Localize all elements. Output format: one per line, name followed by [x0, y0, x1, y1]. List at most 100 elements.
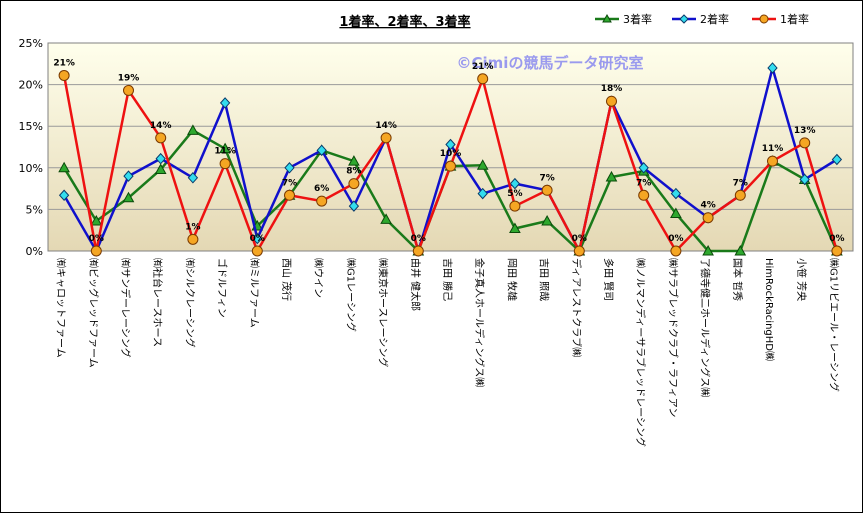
data-label: 7%: [539, 173, 554, 183]
data-point: [509, 222, 521, 234]
data-point: [58, 189, 70, 202]
legend-label: 3着率: [623, 12, 652, 26]
data-point: [734, 189, 746, 201]
watermark: ©Cimiの競馬データ研究室: [457, 54, 644, 72]
legend-marker: [602, 13, 612, 23]
y-tick-label: 5%: [26, 203, 43, 216]
data-point: [799, 173, 810, 186]
data-label: 21%: [53, 58, 75, 68]
data-point: [123, 84, 134, 96]
x-tick-label: 小笹 芳央: [795, 258, 808, 301]
data-label: 13%: [794, 126, 816, 136]
data-point: [154, 163, 167, 174]
x-tick-label: ㈱東京ホースレーシング: [377, 258, 390, 367]
x-tick-label: 多田 賢司: [602, 258, 615, 301]
data-point: [187, 172, 199, 184]
chart-title: 1着率、2着率、3着率: [339, 14, 470, 30]
data-point: [155, 132, 167, 144]
x-axis: ㈲キャロットファーム ㈲ビッグレッドファーム ㈲サンデーレーシング ㈲社台レースホース…: [55, 258, 841, 447]
data-label: 0%: [89, 234, 104, 244]
data-label: 4%: [700, 201, 715, 211]
data-point: [541, 215, 553, 226]
data-label: 11%: [214, 147, 236, 157]
data-label: 0%: [829, 234, 844, 244]
data-label: 8%: [346, 167, 361, 177]
data-point: [380, 132, 392, 144]
data-point: [284, 162, 295, 174]
data-point: [509, 200, 521, 212]
x-tick-label: 由井 健太郎: [409, 258, 422, 311]
data-point: [252, 232, 263, 245]
data-label: 6%: [314, 184, 329, 194]
data-point: [316, 195, 328, 207]
x-tick-label: 岡田 牧雄: [505, 258, 518, 301]
data-label: 0%: [250, 234, 265, 244]
data-point: [219, 97, 231, 109]
data-point: [445, 138, 456, 151]
data-label: 14%: [150, 121, 172, 131]
data-point: [509, 177, 521, 190]
x-tick-label: ㈲ビッグレッドファーム: [87, 258, 100, 368]
x-tick-label: ゴドルフィン: [216, 258, 229, 318]
x-tick-label: 了德寺健二ホールディングス㈱: [699, 258, 712, 397]
data-point: [670, 187, 682, 200]
data-point: [638, 162, 649, 174]
data-label: 7%: [733, 178, 748, 188]
x-tick-label: ㈱ウイン: [312, 258, 324, 298]
data-point: [606, 95, 617, 107]
legend-label: 2着率: [700, 12, 729, 26]
data-label: 21%: [472, 62, 494, 72]
legend: 3着率 2着率 1着率: [595, 12, 809, 26]
series-layer: [58, 62, 843, 257]
y-tick-label: 0%: [26, 245, 43, 258]
data-point: [670, 245, 682, 257]
y-tick-label: 10%: [19, 162, 43, 175]
y-tick-label: 15%: [19, 120, 43, 133]
data-point: [187, 124, 199, 135]
data-label: 0%: [572, 234, 587, 244]
data-point: [767, 155, 778, 167]
data-label: 5%: [507, 189, 522, 199]
data-point: [831, 245, 843, 257]
data-label: 14%: [375, 121, 397, 131]
data-point: [122, 191, 135, 203]
data-point: [90, 245, 102, 257]
data-point: [348, 155, 360, 166]
data-point: [219, 158, 231, 170]
x-tick-label: 西山 茂行: [280, 258, 293, 301]
x-tick-label: ㈱G1レーシング: [344, 258, 357, 332]
data-point: [445, 160, 456, 172]
point-labels: 21% 0% 19% 14% 1% 11% 0% 7% 6% 8% 14% 0% 10% 21% 5% 7% 0…: [53, 58, 844, 244]
data-point: [702, 244, 714, 256]
x-tick-label: ㈲ミルファーム: [248, 258, 260, 328]
data-point: [831, 153, 843, 166]
data-label: 7%: [636, 178, 651, 188]
x-tick-label: ㈱G1リビエール・レーシング: [827, 258, 840, 392]
x-tick-label: ㈱ノルマンディーサラブレッドレーシング: [634, 258, 647, 447]
data-point: [251, 245, 263, 257]
y-tick-label: 20%: [19, 79, 43, 92]
data-point: [58, 161, 70, 173]
data-point: [284, 189, 295, 201]
data-label: 0%: [668, 234, 683, 244]
x-tick-label: HimRockRacingHD㈱: [763, 258, 775, 361]
data-label: 1%: [185, 222, 200, 232]
data-label: 10%: [440, 149, 462, 159]
legend-label: 1着率: [780, 12, 809, 26]
data-point: [477, 73, 489, 85]
data-point: [605, 170, 618, 182]
data-point: [476, 159, 489, 170]
data-point: [670, 207, 682, 219]
data-point: [123, 170, 134, 182]
y-axis: 0% 5% 10% 15% 20% 25%: [19, 37, 43, 258]
data-point: [541, 184, 553, 196]
legend-marker: [679, 14, 689, 24]
data-point: [702, 212, 714, 224]
x-tick-label: ㈲サンデーレーシング: [119, 258, 132, 358]
y-tick-label: 25%: [19, 37, 43, 50]
data-label: 19%: [118, 73, 140, 83]
data-label: 0%: [411, 234, 426, 244]
data-point: [155, 152, 166, 165]
